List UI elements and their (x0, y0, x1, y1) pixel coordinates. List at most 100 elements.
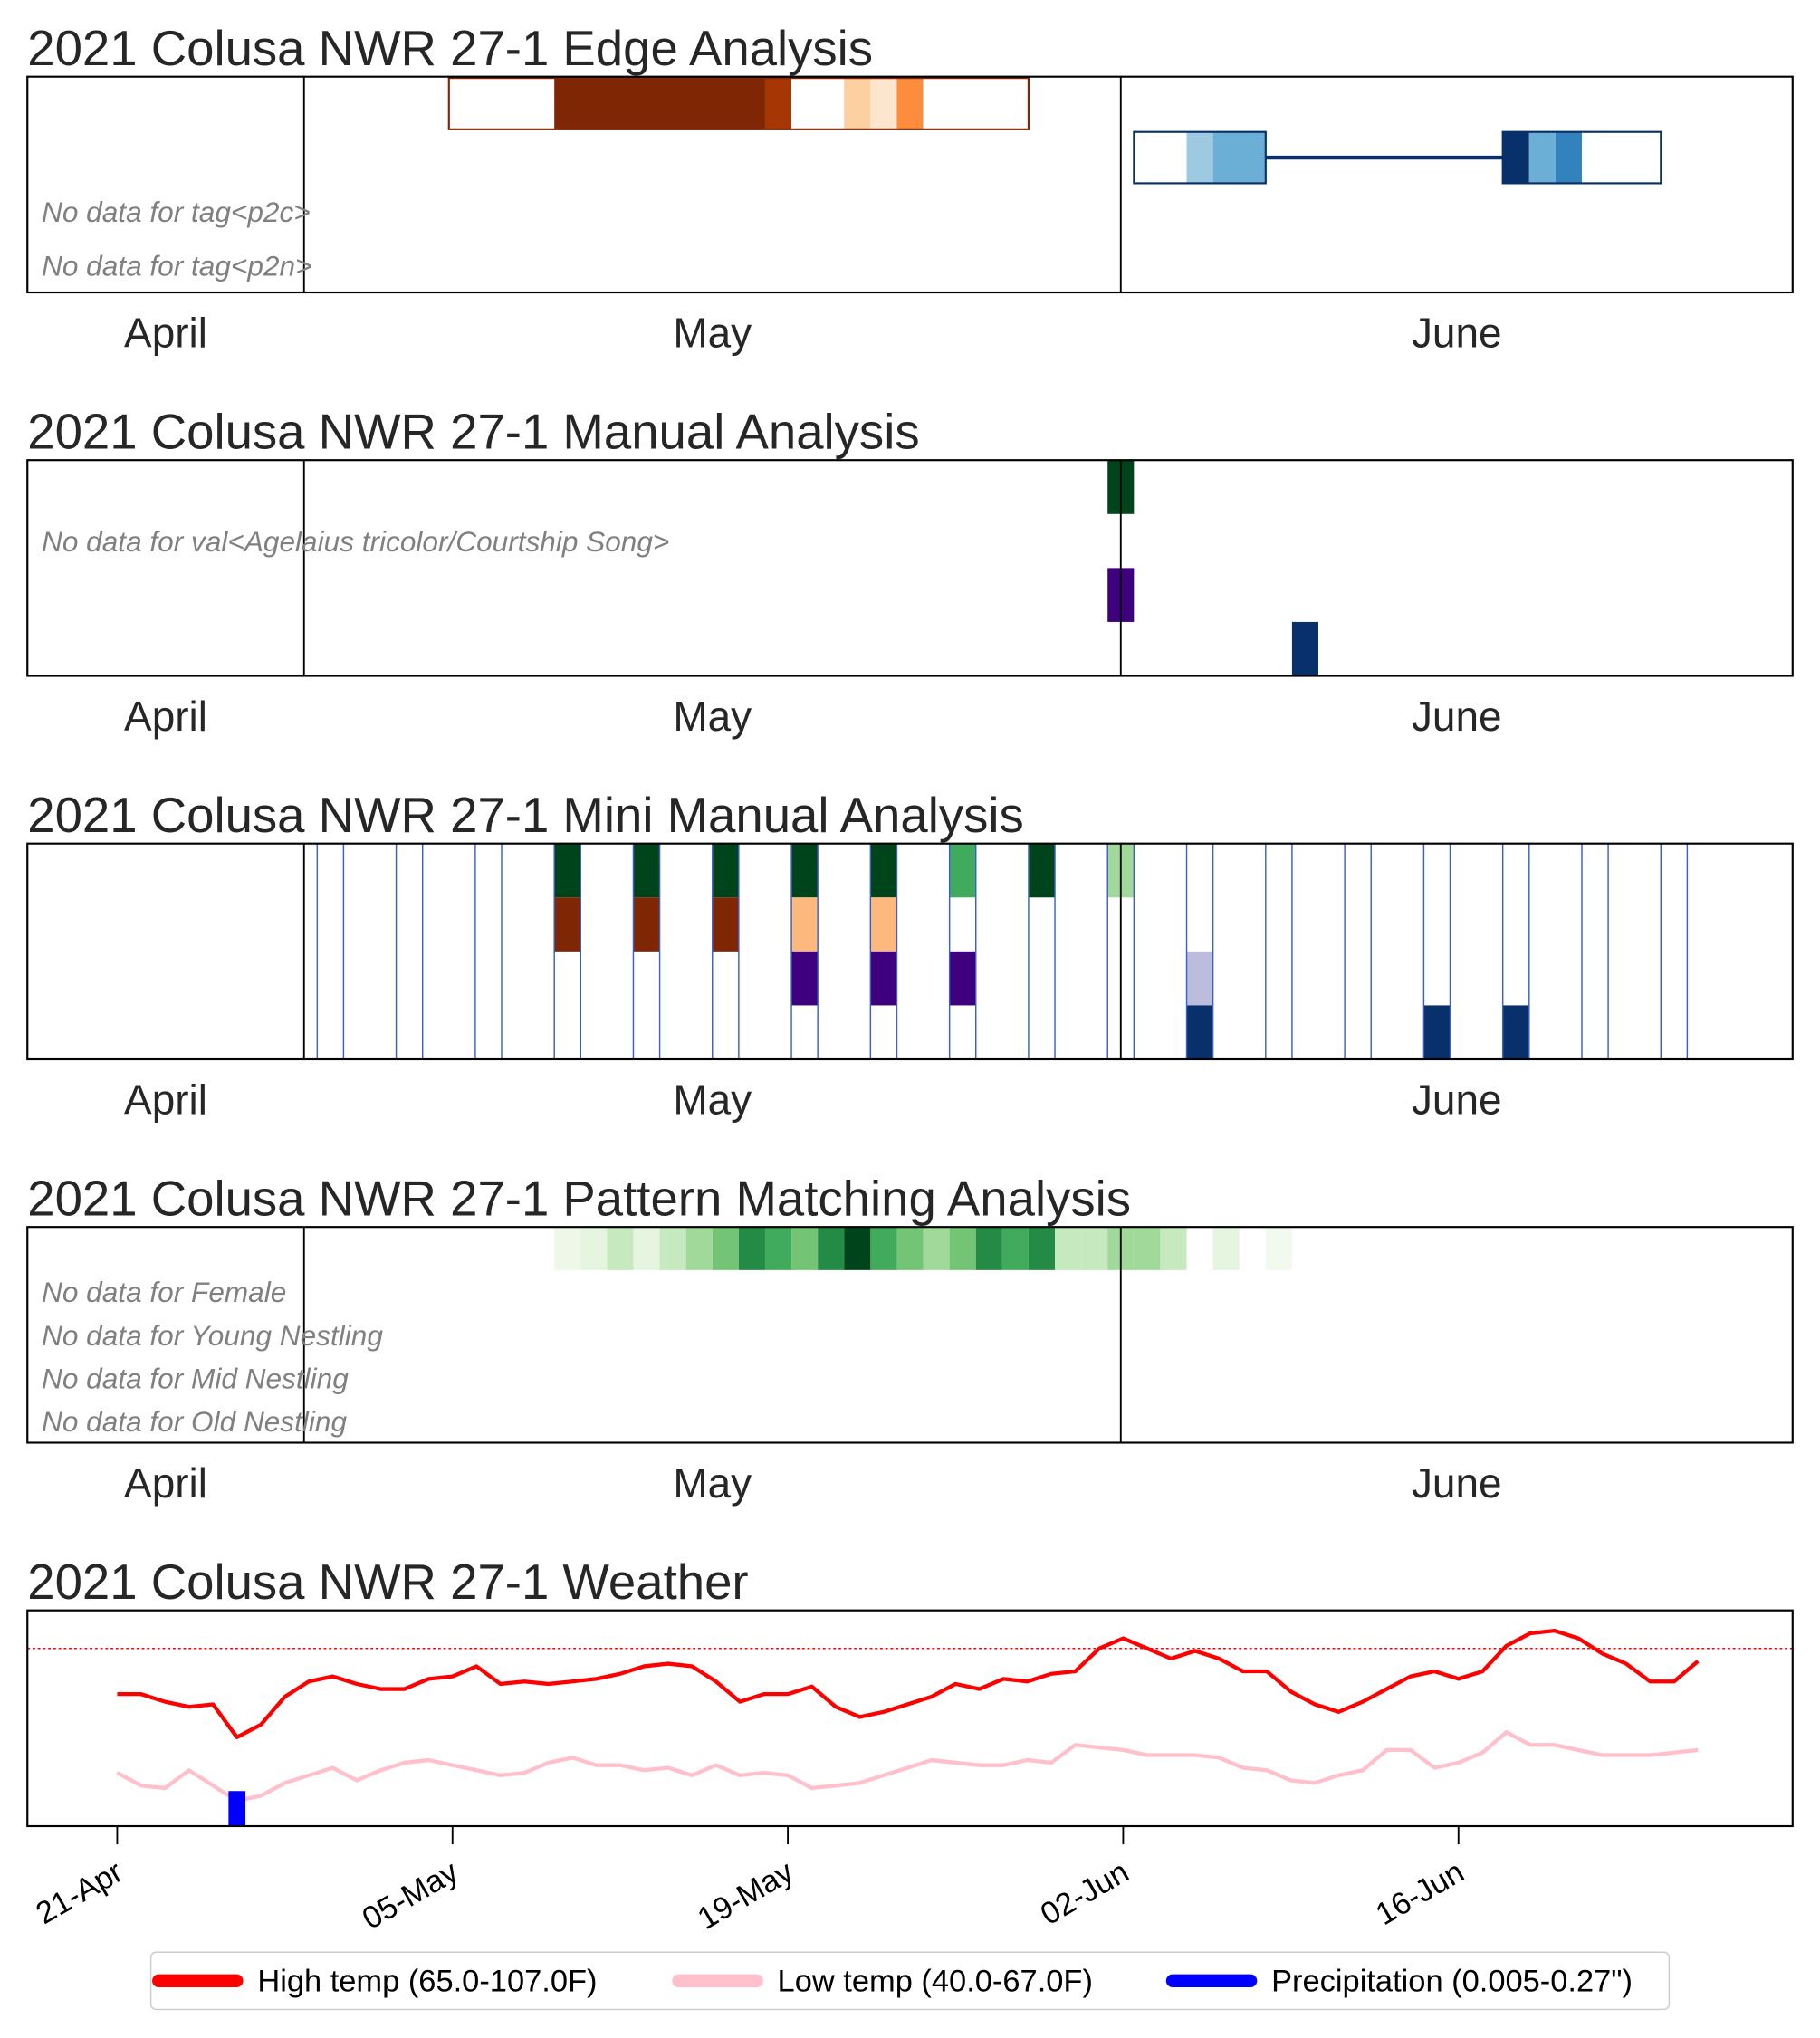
cell (764, 1227, 792, 1270)
cell (712, 1227, 739, 1270)
segment (1555, 131, 1582, 184)
segment (870, 78, 897, 129)
cell (949, 951, 976, 1006)
cell (712, 843, 739, 898)
cell (791, 843, 819, 898)
panel-frame (26, 75, 1794, 294)
month-label: May (673, 1076, 752, 1123)
column-outline (1265, 842, 1293, 1060)
legend-label: Low temp (40.0-67.0F) (778, 1964, 1093, 1998)
month-label: April (124, 1459, 207, 1507)
month-label: June (1412, 309, 1502, 356)
cell (633, 897, 660, 952)
cell (818, 1227, 845, 1270)
segment (791, 78, 845, 129)
box-outline (1501, 130, 1662, 185)
column-outline (474, 842, 503, 1060)
cell (554, 1227, 581, 1270)
segment (1528, 131, 1556, 184)
legend-frame (149, 1951, 1671, 2011)
box-outline (447, 77, 1030, 130)
month-label: April (124, 309, 207, 356)
cell (1291, 621, 1319, 676)
panel-title: 2021 Colusa NWR 27-1 Manual Analysis (27, 404, 919, 459)
no-data-note: No data for Old Nestling (42, 1405, 347, 1438)
cell (896, 1227, 924, 1270)
cell (791, 1227, 819, 1270)
box-outline (1133, 130, 1267, 185)
cell (1186, 1005, 1213, 1060)
month-label: June (1412, 1459, 1502, 1507)
segment (923, 78, 1029, 129)
cell (870, 951, 897, 1006)
cell (1160, 1227, 1187, 1270)
month-label: April (124, 693, 207, 740)
panel-title: 2021 Colusa NWR 27-1 Mini Manual Analysi… (27, 788, 1024, 843)
no-data-note: No data for Mid Nestling (42, 1362, 349, 1394)
cell (633, 843, 660, 898)
segment (448, 78, 555, 129)
segment (1502, 131, 1529, 184)
x-tick-label: 02-Jun (1035, 1854, 1135, 1932)
cell (975, 1227, 1002, 1270)
legend-label: High temp (65.0-107.0F) (257, 1964, 597, 1998)
column-outline (1344, 842, 1372, 1060)
cell (1212, 1227, 1240, 1270)
cell (580, 1227, 608, 1270)
cell (738, 1227, 765, 1270)
legend-label: Precipitation (0.005-0.27") (1271, 1964, 1633, 1998)
segment (1186, 131, 1213, 184)
x-tick-label: 21-Apr (31, 1854, 129, 1931)
panel-title: 2021 Colusa NWR 27-1 Weather (27, 1555, 748, 1610)
segment (1581, 131, 1662, 184)
month-label: April (124, 1076, 207, 1123)
panel-title: 2021 Colusa NWR 27-1 Pattern Matching An… (27, 1171, 1131, 1226)
panel-frame (26, 459, 1794, 677)
cell (870, 1227, 897, 1270)
no-data-note: No data for Young Nestling (42, 1319, 383, 1352)
segment (1212, 131, 1266, 184)
month-label: May (673, 309, 752, 356)
segment (844, 78, 871, 129)
cell (1028, 1227, 1056, 1270)
no-data-note: No data for tag<p2c> (42, 196, 311, 228)
cell (1265, 1227, 1292, 1270)
cell (607, 1227, 634, 1270)
no-data-note: No data for Female (42, 1276, 286, 1308)
no-data-note: No data for tag<p2n> (42, 250, 311, 282)
cell (1186, 951, 1213, 1006)
precip-bar (228, 1791, 246, 1826)
cell (949, 843, 976, 898)
month-label: June (1412, 693, 1502, 740)
cell (685, 1227, 713, 1270)
cell (659, 1227, 686, 1270)
column-outline (1660, 842, 1689, 1060)
cell (1081, 1227, 1108, 1270)
cell (1502, 1005, 1529, 1060)
cell (791, 897, 819, 952)
month-label: May (673, 1459, 752, 1507)
segment (764, 78, 792, 129)
cell (844, 1227, 871, 1270)
x-tick-label: 05-May (357, 1854, 465, 1937)
cell (554, 897, 581, 952)
cell (1423, 1005, 1451, 1060)
column-outline (395, 842, 424, 1060)
x-tick-label: 16-Jun (1370, 1854, 1470, 1932)
panel-frame (26, 1609, 1794, 1828)
cell (1134, 1227, 1161, 1270)
segment (1134, 131, 1187, 184)
cell (870, 843, 897, 898)
cell (870, 897, 897, 952)
cell (554, 843, 581, 898)
cell (712, 897, 739, 952)
cell (949, 1227, 976, 1270)
month-label: June (1412, 1076, 1502, 1123)
column-outline (316, 842, 345, 1060)
column-outline (1581, 842, 1609, 1060)
cell (1001, 1227, 1029, 1270)
legend: High temp (65.0-107.0F) Low temp (40.0-67… (149, 1951, 1671, 2011)
segment (554, 78, 765, 129)
cell (791, 951, 819, 1006)
